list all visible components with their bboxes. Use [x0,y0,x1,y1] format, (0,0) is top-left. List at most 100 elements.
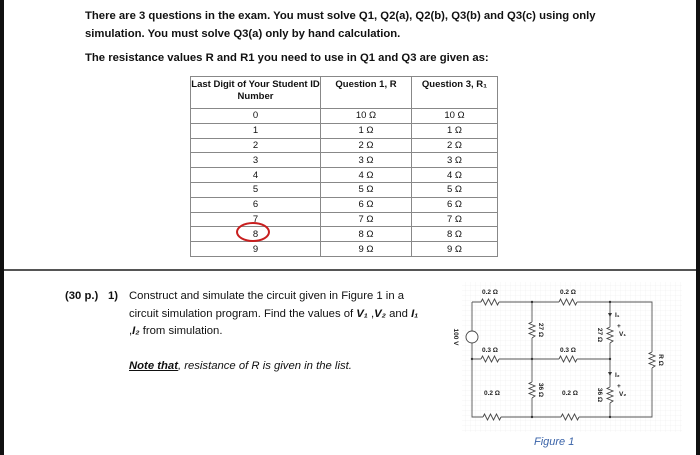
note-label: Note that [129,359,178,372]
cell-digit: 1 [190,122,321,139]
header-q1: Question 1, R [320,76,412,109]
cell-q1: 10 Ω [320,108,412,124]
resistor-top-right [558,297,578,307]
label-r-top-right: 0.2 Ω [560,289,576,296]
i1-symbol: I₁ [411,307,419,320]
cell-q3: 5 Ω [411,181,498,198]
cell-q1: 4 Ω [320,167,412,183]
cell-digit: 0 [190,108,321,124]
label-r-36-b: 36 Ω [596,388,603,402]
cell-q1: 1 Ω [320,122,412,139]
label-r-bot-left: 0.2 Ω [484,390,500,397]
current-arrow-i2-icon [608,372,612,376]
label-r-load: R Ω [657,354,664,366]
label-r-mid-right: 0.3 Ω [560,347,576,354]
resistor-27-b [605,326,615,344]
source-label: 100 V [452,329,459,347]
page-divider [4,269,696,271]
resistors [480,297,657,422]
right-border [696,0,700,455]
cell-q3: 1 Ω [411,122,498,139]
cell-q1: 7 Ω [320,211,412,228]
label-r-27-a: 27 Ω [537,323,544,337]
question-line-2-text: circuit simulation program. Find the val… [129,307,357,320]
cell-q1: 3 Ω [320,152,412,169]
table-row: 0 10 Ω 10 Ω [190,108,498,124]
cell-q1: 2 Ω [320,137,412,154]
question-line-2: circuit simulation program. Find the val… [129,306,418,324]
junction-dots [470,300,612,419]
figure-caption: Figure 1 [534,436,575,448]
question-line-3-text: from simulation. [139,325,223,337]
cell-digit: 2 [190,137,321,154]
label-r-36-a: 36 Ω [537,383,544,397]
resistor-top-left [480,297,500,307]
label-v1: V₁ [619,331,626,338]
label-i2: I₂ [615,372,620,379]
question-number: 1) [108,290,119,302]
resistor-mid-left [480,354,500,364]
cell-q1: 9 Ω [320,241,412,257]
intro-line-3: The resistance values R and R1 you need … [85,52,489,64]
voltage-source-icon [465,330,479,344]
label-r-bot-right: 0.2 Ω [562,390,578,397]
circuit-diagram: 100 V 0.2 Ω 0.2 Ω 0.3 Ω 0.3 Ω 0.2 Ω 0.2 … [452,282,682,432]
question-text: Construct and simulate the circuit given… [129,288,418,375]
cell-digit: 9 [190,241,321,257]
cell-digit: 4 [190,167,321,183]
cell-q1: 5 Ω [320,181,412,198]
header-q3: Question 3, R₁ [411,76,498,109]
question-line-1: Construct and simulate the circuit given… [129,290,405,302]
label-i1: I₁ [615,312,620,319]
wires [471,301,653,418]
label-r-27-b: 27 Ω [596,328,603,342]
cell-q3: 10 Ω [411,108,498,124]
question-points: (30 p.) [65,290,99,302]
v2-symbol: V₂ [374,307,386,320]
note: Note that, resistance of R is given in t… [129,358,418,376]
resistor-load [647,351,657,369]
i2-symbol: I₂ [132,325,140,337]
current-arrow-i1-icon [608,313,612,317]
label-r-mid-left: 0.3 Ω [482,347,498,354]
resistor-mid-right [558,354,578,364]
cell-q3: 8 Ω [411,226,498,243]
label-r-top-left: 0.2 Ω [482,289,498,296]
v2-plus: + [617,383,621,390]
cell-q3: 6 Ω [411,196,498,213]
cell-digit: 3 [190,152,321,169]
v1-symbol: V₁ [356,307,368,320]
resistance-table: Last Digit of Your Student ID Number Que… [190,76,498,257]
cell-q3: 3 Ω [411,152,498,169]
cell-q3: 2 Ω [411,137,498,154]
sep: , [367,307,375,320]
header-digit: Last Digit of Your Student ID Number [190,76,321,109]
resistor-36-b [605,386,615,404]
intro-line-2: simulation. You must solve Q3(a) only by… [85,28,401,40]
cell-q1: 8 Ω [320,226,412,243]
left-border [0,0,4,455]
cell-q3: 9 Ω [411,241,498,257]
and-text: and [385,307,412,320]
sep: , [129,325,133,337]
question-line-3: ,I₂ from simulation. [129,323,418,341]
resistor-36-a [527,381,537,399]
cell-q1: 6 Ω [320,196,412,213]
resistor-bot-left [482,412,502,422]
intro-line-1: There are 3 questions in the exam. You m… [85,10,596,22]
cell-q3: 4 Ω [411,167,498,183]
cell-digit: 6 [190,196,321,213]
v1-plus: + [617,323,621,330]
highlight-circle [236,222,270,242]
resistor-bot-right [560,412,580,422]
cell-digit: 5 [190,181,321,198]
note-text: , resistance of R is given in the list. [177,359,352,372]
